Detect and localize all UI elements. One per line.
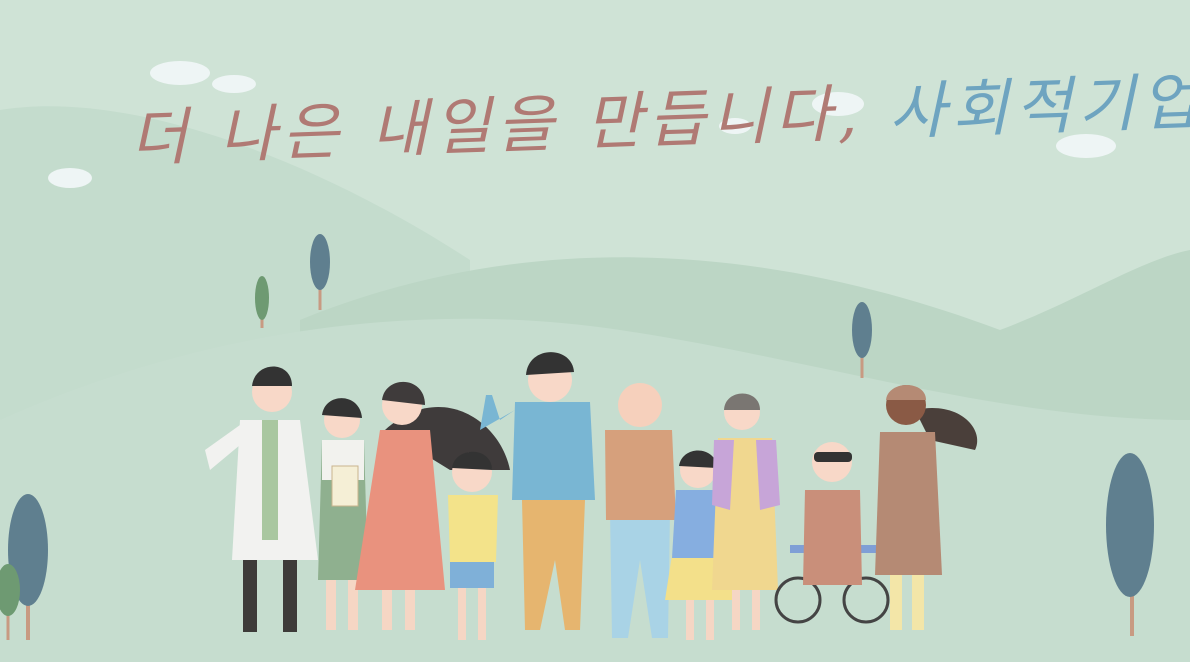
cloud [48, 168, 92, 188]
man-blue-sweater [480, 352, 595, 630]
doctor [205, 366, 318, 632]
grandmother [712, 393, 780, 630]
tree [852, 302, 872, 378]
caregiver-apron [875, 385, 978, 630]
person-wheelchair [774, 442, 890, 624]
cloud [212, 75, 256, 93]
grandfather [605, 383, 676, 638]
cloud [719, 118, 751, 134]
cloud [1056, 134, 1116, 158]
child-yellow-shirt [448, 451, 498, 640]
nurse [318, 398, 368, 630]
cloud [150, 61, 210, 85]
cloud [812, 92, 864, 116]
headline-highlight: 사회적기업! [887, 63, 1190, 149]
tree [0, 494, 48, 640]
tree [1106, 453, 1154, 636]
tree [310, 234, 330, 310]
tree [255, 276, 269, 328]
